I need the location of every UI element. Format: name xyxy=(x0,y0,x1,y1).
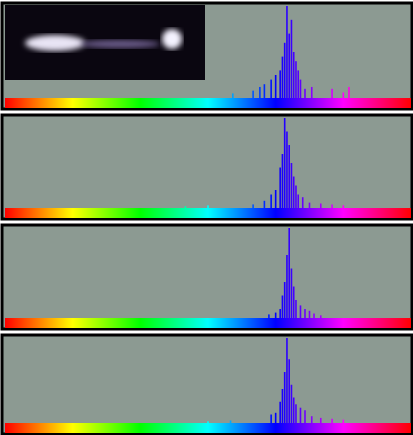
bar xyxy=(313,313,315,318)
bar xyxy=(270,79,272,98)
bar xyxy=(299,79,302,98)
thumbnail xyxy=(5,5,205,80)
hue-bar xyxy=(5,423,411,433)
bar xyxy=(299,305,302,318)
bar xyxy=(295,185,297,208)
bar xyxy=(288,145,290,208)
bar xyxy=(229,420,232,423)
bar xyxy=(281,154,284,208)
bar xyxy=(279,70,281,98)
bar xyxy=(295,404,297,423)
bar xyxy=(288,359,290,423)
bar xyxy=(308,202,311,208)
bar xyxy=(207,421,209,423)
bar xyxy=(319,315,322,318)
bar xyxy=(283,118,286,208)
blob xyxy=(25,35,85,51)
bar xyxy=(342,92,345,98)
bar xyxy=(295,61,297,98)
hue-bar xyxy=(5,98,411,108)
panel xyxy=(0,223,413,331)
bar xyxy=(281,295,284,318)
bar xyxy=(263,84,266,98)
bar xyxy=(286,255,288,318)
bar xyxy=(207,205,209,208)
bar xyxy=(319,417,322,423)
bar xyxy=(304,309,306,318)
bar xyxy=(274,312,277,318)
bar xyxy=(290,163,293,208)
bar xyxy=(270,194,272,208)
bar xyxy=(331,204,333,208)
bar xyxy=(342,205,345,208)
bar xyxy=(274,190,277,208)
blob xyxy=(162,29,182,49)
bar xyxy=(281,56,284,98)
bar xyxy=(259,86,261,98)
bar xyxy=(286,131,288,208)
bar xyxy=(301,197,304,208)
bar xyxy=(283,42,286,98)
bar xyxy=(283,372,286,423)
bar xyxy=(297,194,300,208)
bar xyxy=(292,397,295,423)
bar xyxy=(290,268,293,318)
bar xyxy=(279,167,281,208)
hue-bar xyxy=(5,318,411,328)
bar xyxy=(274,412,277,423)
bar xyxy=(270,414,272,423)
bar xyxy=(290,19,293,98)
bar xyxy=(304,410,306,423)
bar xyxy=(279,309,281,318)
bar xyxy=(292,286,295,318)
bar xyxy=(290,384,293,423)
bar xyxy=(304,88,306,98)
bar xyxy=(263,200,266,208)
bar xyxy=(279,401,281,423)
bar xyxy=(297,70,300,98)
bar xyxy=(288,33,290,98)
bar xyxy=(232,93,234,98)
bar xyxy=(331,88,333,98)
bar xyxy=(299,407,302,423)
bar xyxy=(331,418,333,423)
bar xyxy=(292,52,295,98)
bar xyxy=(319,203,322,208)
bar xyxy=(295,300,297,318)
bar xyxy=(281,389,284,423)
bar xyxy=(252,204,254,208)
bar xyxy=(308,310,311,318)
bar xyxy=(274,75,277,98)
streak xyxy=(80,40,160,48)
bar xyxy=(292,176,295,208)
bar xyxy=(286,6,288,98)
bar xyxy=(288,228,290,318)
bar xyxy=(184,206,187,208)
bar xyxy=(342,419,345,423)
bar xyxy=(283,282,286,318)
bar xyxy=(348,86,350,98)
panel xyxy=(0,113,413,221)
panel xyxy=(0,333,413,435)
bar xyxy=(286,338,288,423)
bar xyxy=(310,416,313,423)
bar xyxy=(310,86,313,98)
bar xyxy=(268,314,270,318)
hue-bar xyxy=(5,208,411,218)
bar xyxy=(252,90,254,98)
